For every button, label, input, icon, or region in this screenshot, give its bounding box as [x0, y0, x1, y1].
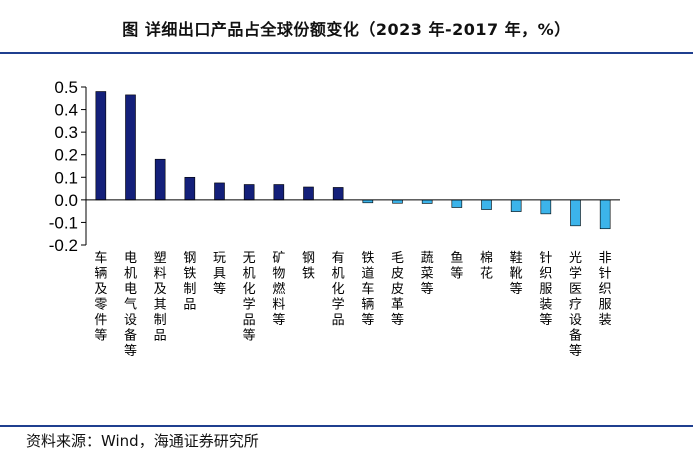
- bar-6: [243, 184, 255, 201]
- category-labels: 车辆及零件等 电机电气设备等 塑料及其制品 钢铁制品 玩具等 无机化学品等 矿物燃料等 钢铁有…: [94, 250, 611, 359]
- category-label: 铁道车辆等: [361, 251, 374, 328]
- bar-13: [451, 199, 463, 208]
- category-label: 车辆及零件等: [94, 250, 107, 344]
- bar-11: [392, 199, 403, 204]
- category-label: 钢铁: [302, 251, 315, 282]
- category-label: 蔬菜等: [421, 251, 434, 297]
- bar-17: [570, 199, 581, 227]
- y-tick-label: 0.1: [54, 168, 78, 187]
- y-tick-label: 0.5: [54, 78, 78, 97]
- category-label: 钢铁制品: [183, 251, 196, 313]
- category-label: 鱼等: [450, 250, 463, 282]
- bar-16: [540, 199, 552, 215]
- y-tick-label: -0.2: [49, 236, 78, 255]
- category-label: 无机化学品等: [243, 251, 256, 344]
- category-label: 塑料及其制品: [154, 251, 167, 344]
- category-label: 矿物燃料等: [272, 251, 285, 328]
- chart-title: 图 详细出口产品占全球份额变化（2023 年-2017 年，%）: [122, 20, 571, 39]
- bar-7: [273, 184, 285, 201]
- bar-14: [481, 199, 492, 210]
- title-bar: [0, 0, 693, 54]
- category-label: 棉花: [480, 251, 493, 282]
- category-label: 光学医疗设备等: [569, 251, 582, 359]
- y-tick-label: 0.4: [54, 101, 78, 120]
- bar-1: [95, 91, 107, 201]
- y-tick-label: 0.3: [54, 123, 78, 142]
- bar-18: [599, 199, 611, 230]
- bar-12: [421, 199, 433, 204]
- bar-9: [332, 187, 344, 201]
- bar-4: [184, 176, 196, 201]
- bar-8: [303, 186, 314, 201]
- bottom-rule: [0, 425, 693, 427]
- bar-chart: 0.5 0.4 0.3 0.2 0.1 0.0 -0.1 -0.2 车辆及零件等 电机电气设备等…: [49, 78, 620, 359]
- category-label: 非针织服装: [599, 251, 612, 328]
- bars: [95, 91, 611, 230]
- y-tick-label: 0.0: [54, 191, 78, 210]
- category-label: 鞋靴等: [510, 250, 523, 297]
- bar-5: [214, 182, 225, 201]
- category-label: 电机电气设备等: [124, 251, 137, 359]
- bar-2: [125, 94, 136, 201]
- bar-3: [154, 158, 166, 201]
- y-tick-label: 0.2: [54, 146, 78, 165]
- bar-15: [510, 199, 522, 212]
- category-label: 有机化学品: [332, 251, 345, 328]
- y-tick-label: -0.1: [49, 213, 78, 232]
- category-label: 针织服装等: [539, 251, 552, 328]
- category-label: 玩具等: [213, 251, 226, 297]
- y-axis: 0.5 0.4 0.3 0.2 0.1 0.0 -0.1 -0.2: [49, 78, 87, 255]
- category-label: 毛皮皮革等: [391, 251, 404, 328]
- source-note: 资料来源：Wind，海通证券研究所: [26, 432, 259, 450]
